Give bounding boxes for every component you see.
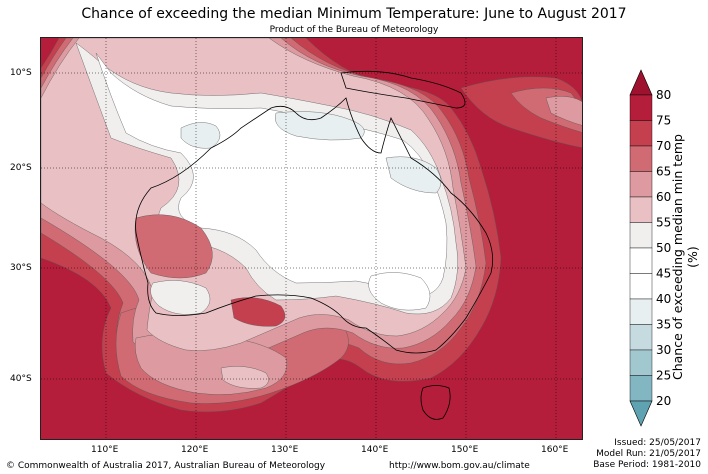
contour-sw-white: [150, 280, 211, 315]
colorbar-band-80: [629, 94, 653, 121]
colorbar-band-45: [629, 273, 653, 300]
colorbar-band-40: [629, 298, 653, 325]
lat-label-20s: 20°S: [10, 163, 32, 173]
colorbar-band-35: [629, 324, 653, 351]
colorbar-tick-20: 20: [656, 394, 671, 408]
contour-40-a: [180, 122, 221, 149]
issue-info: Issued: 25/05/2017 Model Run: 21/05/2017…: [593, 438, 701, 471]
colorbar-tick-55: 55: [656, 216, 671, 230]
coastline-tasmania: [420, 385, 451, 420]
colorbar-band-25: [629, 375, 653, 402]
coastline-australia: [135, 97, 494, 354]
colorbar-band-30: [629, 349, 653, 376]
colorbar-tick-70: 70: [656, 139, 671, 153]
colorbar-tick-40: 40: [656, 292, 671, 306]
colorbar-tick-50: 50: [656, 241, 671, 255]
colorbar-band-75: [629, 120, 653, 147]
contour-60-tas: [220, 366, 269, 389]
model-run-date: Model Run: 21/05/2017: [596, 449, 701, 459]
map-title: Chance of exceeding the median Minimum T…: [81, 6, 627, 22]
lon-label-140e: 140°E: [361, 445, 389, 455]
issued-date: Issued: 25/05/2017: [614, 438, 701, 448]
base-period: Base Period: 1981-2010: [593, 460, 701, 470]
colorbar-tick-65: 65: [656, 165, 671, 179]
colorbar-tick-25: 25: [656, 369, 671, 383]
contour-40-c: [385, 156, 442, 194]
colorbar-band-70: [629, 145, 653, 172]
map-subtitle: Product of the Bureau of Meteorology: [269, 25, 439, 35]
lon-label-130e: 130°E: [271, 445, 299, 455]
lat-label-30s: 30°S: [10, 263, 32, 273]
lat-label-10s: 10°S: [10, 68, 32, 78]
colorbar: 80 75 70 65 60 55 50 45 40 35 30 25 20: [629, 69, 671, 427]
colorbar-band-60: [629, 196, 653, 223]
lat-label-40s: 40°S: [10, 374, 32, 384]
lon-label-120e: 120°E: [181, 445, 209, 455]
colorbar-tick-80: 80: [656, 88, 671, 102]
colorbar-tick-45: 45: [656, 267, 671, 281]
bom-url-link[interactable]: http://www.bom.gov.au/climate: [389, 461, 530, 471]
contour-75-southwest: [230, 297, 286, 327]
copyright-text: © Commonwealth of Australia 2017, Austra…: [6, 461, 326, 471]
colorbar-tick-35: 35: [656, 318, 671, 332]
colorbar-band-50: [629, 247, 653, 274]
colorbar-label: Chance of exceeding median min temp (%): [670, 134, 700, 381]
probability-map: [40, 37, 583, 440]
colorbar-extend-top: [629, 69, 653, 96]
lon-label-110e: 110°E: [91, 445, 119, 455]
colorbar-extend-bottom: [629, 400, 653, 427]
colorbar-tick-60: 60: [656, 190, 671, 204]
contour-65-east: [545, 96, 582, 126]
colorbar-band-65: [629, 171, 653, 198]
lon-label-150e: 150°E: [451, 445, 479, 455]
coastline-new-guinea: [340, 70, 466, 109]
colorbar-band-55: [629, 222, 653, 249]
colorbar-tick-30: 30: [656, 343, 671, 357]
colorbar-tick-75: 75: [656, 114, 671, 128]
contour-south-white: [368, 272, 431, 311]
lon-label-160e: 160°E: [541, 445, 569, 455]
